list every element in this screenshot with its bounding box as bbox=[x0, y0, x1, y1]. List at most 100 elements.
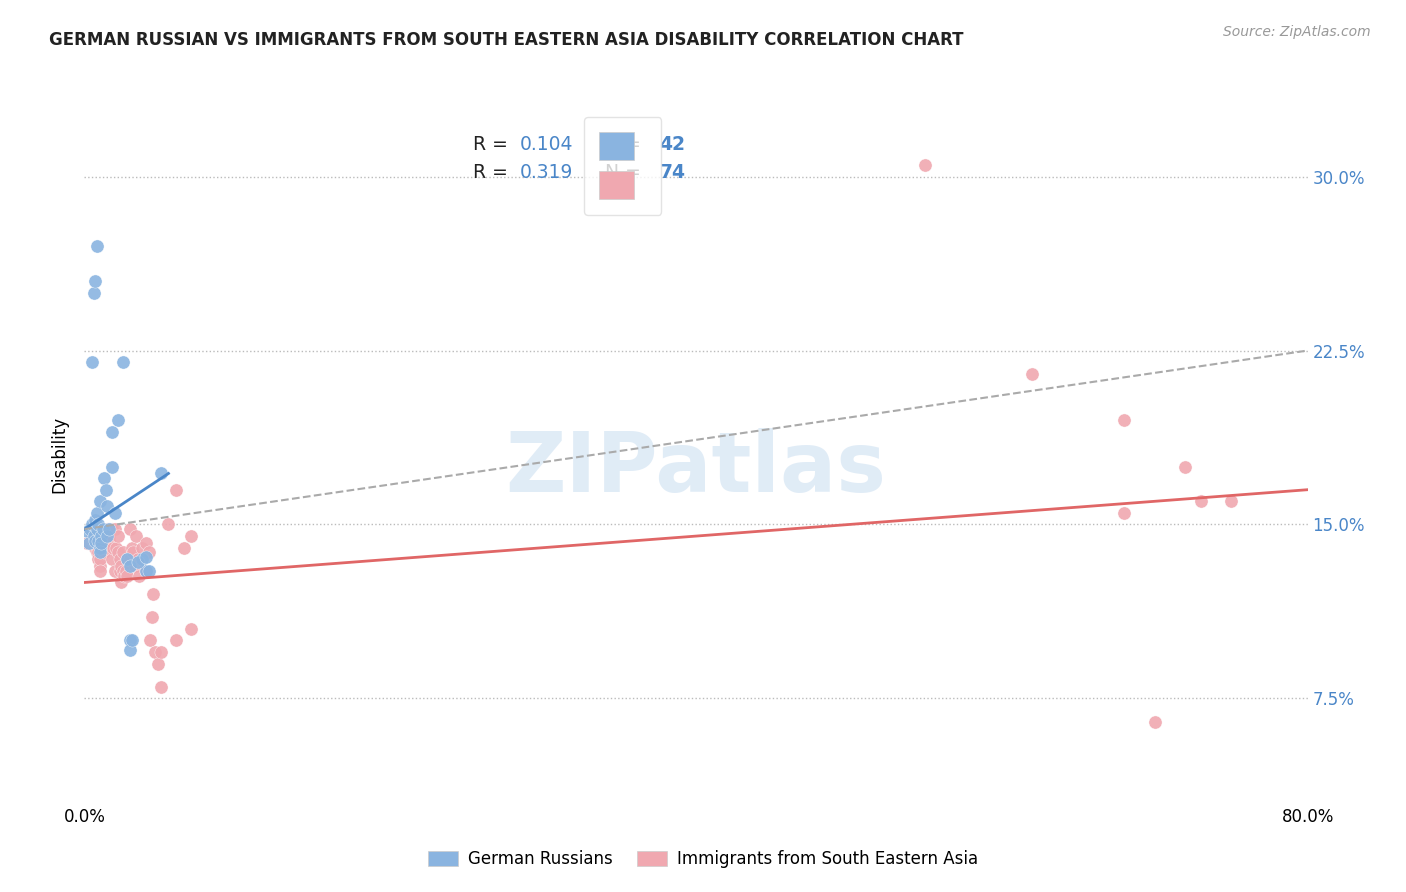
Point bbox=[87, 545, 110, 559]
Point bbox=[108, 552, 131, 566]
Point bbox=[91, 522, 114, 536]
Point bbox=[149, 467, 172, 481]
Point bbox=[138, 564, 160, 578]
Point bbox=[104, 564, 127, 578]
Point bbox=[131, 552, 153, 566]
Point bbox=[149, 645, 172, 659]
Point bbox=[93, 545, 115, 559]
Text: N =: N = bbox=[593, 163, 647, 182]
Point bbox=[80, 517, 103, 532]
Point bbox=[115, 552, 138, 566]
Point bbox=[103, 541, 125, 555]
Point bbox=[79, 522, 101, 536]
Point bbox=[141, 610, 163, 624]
Point bbox=[120, 633, 142, 648]
Point bbox=[96, 499, 118, 513]
Text: R =: R = bbox=[474, 135, 515, 154]
Point bbox=[108, 564, 131, 578]
Point bbox=[131, 541, 153, 555]
Point bbox=[180, 529, 202, 543]
Point bbox=[110, 559, 132, 574]
Point bbox=[87, 533, 110, 548]
Point bbox=[120, 642, 142, 657]
Point bbox=[914, 158, 936, 172]
Point bbox=[139, 633, 162, 648]
Point bbox=[90, 522, 112, 536]
Point bbox=[96, 541, 118, 555]
Point bbox=[90, 529, 112, 543]
Point bbox=[138, 545, 160, 559]
Point bbox=[90, 541, 112, 555]
Legend: German Russians, Immigrants from South Eastern Asia: German Russians, Immigrants from South E… bbox=[420, 844, 986, 875]
Point bbox=[89, 494, 111, 508]
Point bbox=[83, 529, 105, 543]
Point bbox=[87, 552, 110, 566]
Point bbox=[86, 541, 108, 555]
Point bbox=[98, 536, 121, 550]
Point bbox=[120, 522, 142, 536]
Point bbox=[1021, 367, 1043, 381]
Point bbox=[1143, 714, 1166, 729]
Text: Source: ZipAtlas.com: Source: ZipAtlas.com bbox=[1223, 25, 1371, 39]
Point bbox=[83, 285, 105, 300]
Y-axis label: Disability: Disability bbox=[51, 417, 69, 493]
Point bbox=[180, 622, 202, 636]
Point bbox=[122, 545, 145, 559]
Point bbox=[135, 536, 157, 550]
Point bbox=[80, 529, 103, 543]
Point bbox=[94, 529, 117, 543]
Point bbox=[124, 559, 146, 574]
Point bbox=[101, 425, 124, 439]
Point bbox=[107, 529, 129, 543]
Point bbox=[86, 239, 108, 253]
Point bbox=[101, 522, 124, 536]
Point bbox=[94, 483, 117, 497]
Point bbox=[86, 506, 108, 520]
Point bbox=[110, 575, 132, 590]
Point bbox=[89, 545, 111, 559]
Point bbox=[127, 555, 149, 569]
Point bbox=[146, 657, 169, 671]
Point bbox=[97, 522, 120, 536]
Point bbox=[135, 564, 157, 578]
Point bbox=[84, 541, 107, 555]
Point bbox=[1114, 506, 1136, 520]
Point bbox=[84, 513, 107, 527]
Text: 74: 74 bbox=[659, 163, 685, 182]
Point bbox=[121, 541, 143, 555]
Point bbox=[149, 680, 172, 694]
Point bbox=[115, 568, 138, 582]
Text: 0.319: 0.319 bbox=[520, 163, 574, 182]
Point bbox=[111, 545, 134, 559]
Point bbox=[127, 552, 149, 566]
Point bbox=[107, 413, 129, 427]
Point bbox=[1220, 494, 1243, 508]
Point bbox=[120, 559, 142, 574]
Point bbox=[97, 529, 120, 543]
Point bbox=[104, 522, 127, 536]
Text: R =: R = bbox=[474, 163, 515, 182]
Point bbox=[128, 568, 150, 582]
Point bbox=[90, 536, 112, 550]
Point bbox=[87, 517, 110, 532]
Point bbox=[84, 533, 107, 548]
Point bbox=[1114, 413, 1136, 427]
Point bbox=[96, 529, 118, 543]
Point bbox=[80, 355, 103, 369]
Point bbox=[135, 564, 157, 578]
Point bbox=[114, 564, 136, 578]
Point bbox=[112, 568, 135, 582]
Legend: , : , bbox=[583, 117, 661, 215]
Point bbox=[101, 552, 124, 566]
Text: 0.104: 0.104 bbox=[520, 135, 574, 154]
Point bbox=[1174, 459, 1197, 474]
Point bbox=[165, 633, 187, 648]
Text: ZIPatlas: ZIPatlas bbox=[506, 428, 886, 509]
Point bbox=[76, 536, 98, 550]
Point bbox=[105, 541, 128, 555]
Point bbox=[89, 559, 111, 574]
Point bbox=[157, 517, 180, 532]
Point bbox=[115, 552, 138, 566]
Point bbox=[173, 541, 195, 555]
Point bbox=[91, 529, 114, 543]
